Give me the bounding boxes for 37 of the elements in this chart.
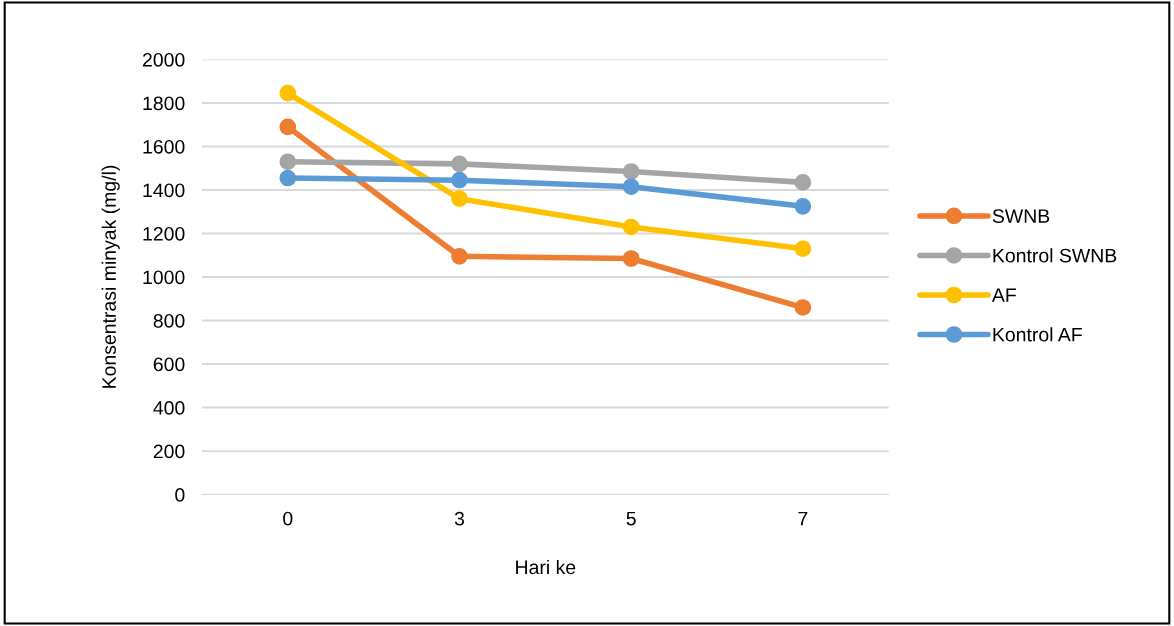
y-tick-label: 1000 xyxy=(143,270,185,285)
point xyxy=(794,174,812,191)
point xyxy=(794,197,812,215)
y-tick-label: 1800 xyxy=(143,96,185,111)
point xyxy=(451,248,468,265)
point xyxy=(279,84,297,102)
point xyxy=(622,250,640,267)
legend-label: SWNB xyxy=(992,209,1050,223)
point xyxy=(622,218,640,236)
legend-label: AF xyxy=(991,288,1016,302)
point xyxy=(622,163,640,180)
point xyxy=(622,178,640,196)
point xyxy=(794,240,812,258)
legend-label: Kontrol AF xyxy=(993,327,1082,342)
y-tick-label: 1400 xyxy=(143,183,185,198)
x-tick-label: 5 xyxy=(626,511,636,526)
point xyxy=(279,118,297,136)
y-tick-label: 1200 xyxy=(143,226,185,241)
y-tick-label: 0 xyxy=(175,488,185,502)
y-tick-label: 200 xyxy=(153,444,185,459)
y-tick-label: 800 xyxy=(153,313,185,328)
point xyxy=(451,190,468,208)
y-tick-label: 1600 xyxy=(143,139,185,154)
y-tick-label: 2000 xyxy=(142,52,185,67)
y-tick-label: 600 xyxy=(153,357,185,372)
point xyxy=(794,299,812,316)
point xyxy=(279,153,297,171)
y-axis-title: Konsentrasi minyak (mg/l) xyxy=(101,165,120,388)
y-tick-label: 400 xyxy=(153,400,185,415)
x-tick-label: 0 xyxy=(283,511,293,526)
point xyxy=(451,155,468,173)
point xyxy=(451,171,468,189)
x-tick-label: 7 xyxy=(798,511,808,526)
x-axis-title: Hari ke xyxy=(516,559,576,575)
legend-label: Kontrol SWNB xyxy=(993,248,1117,263)
point xyxy=(279,169,297,187)
x-tick-label: 3 xyxy=(454,511,465,526)
